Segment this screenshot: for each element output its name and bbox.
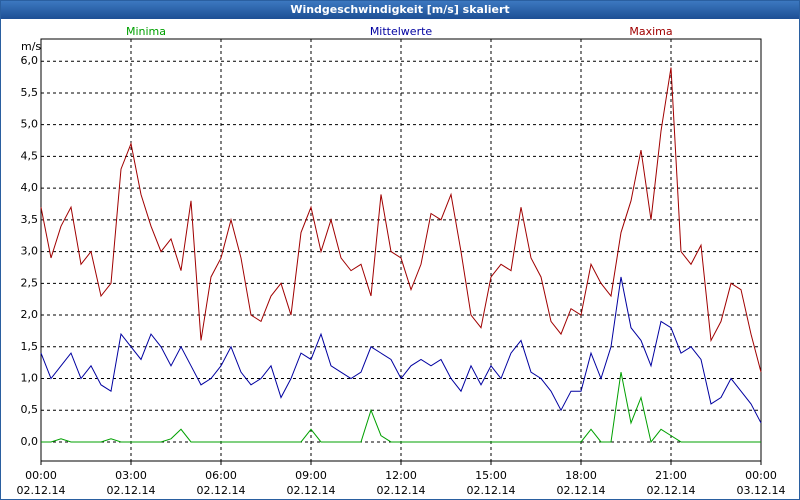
legend-entry: Mittelwerte xyxy=(370,25,433,38)
x-tick-label: 15:00 xyxy=(475,469,507,482)
x-tick-date: 02.12.14 xyxy=(17,484,66,497)
x-tick-label: 12:00 xyxy=(385,469,417,482)
x-tick-label: 03:00 xyxy=(115,469,147,482)
x-tick-date: 02.12.14 xyxy=(467,484,516,497)
legend-entry: Maxima xyxy=(629,25,672,38)
y-tick-label: 0,0 xyxy=(21,435,39,448)
x-tick-label: 09:00 xyxy=(295,469,327,482)
x-tick-date: 03.12.14 xyxy=(737,484,786,497)
x-tick-date: 02.12.14 xyxy=(647,484,696,497)
y-tick-label: 3,5 xyxy=(21,213,39,226)
legend-entry: Minima xyxy=(126,25,166,38)
y-tick-label: 2,5 xyxy=(21,276,39,289)
y-axis-label: m/s xyxy=(21,40,41,53)
y-tick-label: 4,0 xyxy=(21,181,39,194)
x-tick-label: 00:00 xyxy=(25,469,57,482)
x-tick-date: 02.12.14 xyxy=(107,484,156,497)
y-tick-label: 1,0 xyxy=(21,372,39,385)
x-tick-label: 06:00 xyxy=(205,469,237,482)
y-tick-label: 6,0 xyxy=(21,54,39,67)
x-tick-label: 18:00 xyxy=(565,469,597,482)
x-tick-date: 02.12.14 xyxy=(197,484,246,497)
y-tick-label: 5,5 xyxy=(21,86,39,99)
y-tick-label: 2,0 xyxy=(21,308,39,321)
y-tick-label: 1,5 xyxy=(21,340,39,353)
y-tick-label: 4,5 xyxy=(21,149,39,162)
title-bar: Windgeschwindigkeit [m/s] skaliert xyxy=(1,1,799,19)
x-tick-date: 02.12.14 xyxy=(287,484,336,497)
y-tick-label: 0,5 xyxy=(21,403,39,416)
line-series xyxy=(40,67,762,373)
y-tick-label: 3,0 xyxy=(21,245,39,258)
x-tick-label: 00:00 xyxy=(745,469,777,482)
line-series xyxy=(40,276,762,424)
line-series xyxy=(41,372,761,444)
y-tick-label: 5,0 xyxy=(21,118,39,131)
x-tick-date: 02.12.14 xyxy=(377,484,426,497)
x-tick-date: 02.12.14 xyxy=(557,484,606,497)
x-tick-label: 21:00 xyxy=(655,469,687,482)
